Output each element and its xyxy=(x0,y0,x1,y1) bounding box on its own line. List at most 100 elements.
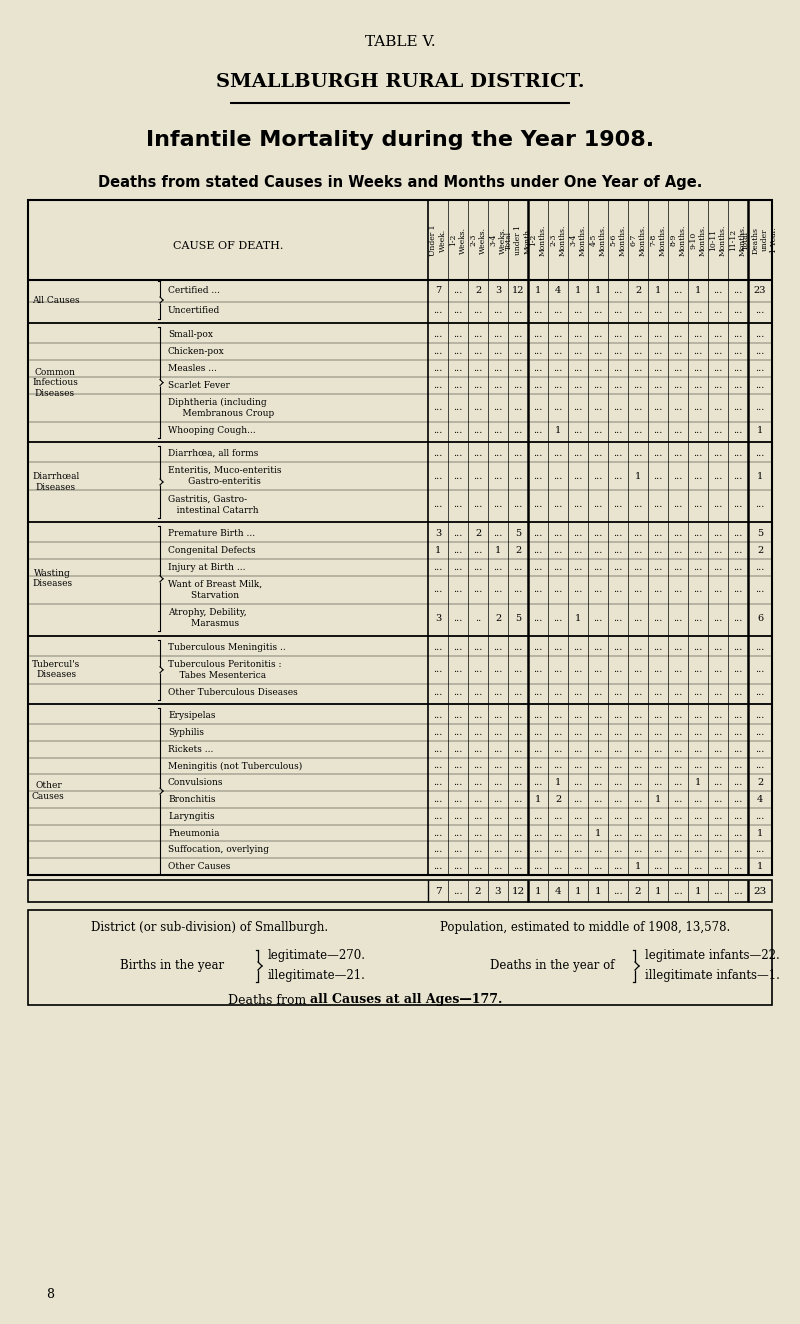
Text: illegitimate—21.: illegitimate—21. xyxy=(268,969,366,982)
Text: ...: ... xyxy=(654,829,662,838)
Text: 3: 3 xyxy=(495,286,501,295)
Text: 2: 2 xyxy=(475,530,481,538)
Text: ...: ... xyxy=(755,711,765,720)
Text: ...: ... xyxy=(574,688,582,696)
Text: 1: 1 xyxy=(574,887,582,895)
Text: Injury at Birth ...: Injury at Birth ... xyxy=(168,563,246,572)
Text: District (or sub-division) of Smallburgh.: District (or sub-division) of Smallburgh… xyxy=(91,922,329,935)
Text: ...: ... xyxy=(574,744,582,753)
Text: ...: ... xyxy=(554,862,562,871)
Text: ...: ... xyxy=(554,545,562,555)
Text: ...: ... xyxy=(755,449,765,458)
Text: Suffocation, overlying: Suffocation, overlying xyxy=(168,845,269,854)
Text: Diarrhœa, all forms: Diarrhœa, all forms xyxy=(168,449,258,458)
Text: ...: ... xyxy=(554,364,562,373)
Text: Deaths in the year of: Deaths in the year of xyxy=(490,960,614,973)
Text: Premature Birth ...: Premature Birth ... xyxy=(168,530,255,538)
Text: ...: ... xyxy=(714,563,722,572)
Text: ...: ... xyxy=(434,862,442,871)
Text: Erysipelas: Erysipelas xyxy=(168,711,215,720)
Text: Whooping Cough...: Whooping Cough... xyxy=(168,426,256,434)
Text: 8-9
Months.: 8-9 Months. xyxy=(670,224,686,256)
Text: ...: ... xyxy=(654,862,662,871)
Text: Births in the year: Births in the year xyxy=(120,960,224,973)
Text: 4: 4 xyxy=(554,887,562,895)
Text: ...: ... xyxy=(554,585,562,594)
Text: ...: ... xyxy=(654,744,662,753)
Text: ...: ... xyxy=(594,728,602,737)
Text: ...: ... xyxy=(734,404,742,412)
Text: ...: ... xyxy=(674,286,682,295)
Text: ...: ... xyxy=(594,530,602,538)
Text: ...: ... xyxy=(694,364,702,373)
Text: ...: ... xyxy=(694,404,702,412)
Text: ...: ... xyxy=(755,364,765,373)
Text: 1-2
Weeks.: 1-2 Weeks. xyxy=(450,226,466,253)
Text: ...: ... xyxy=(474,426,482,434)
Text: ...: ... xyxy=(534,728,542,737)
Text: ...: ... xyxy=(594,585,602,594)
Text: ...: ... xyxy=(594,688,602,696)
Text: ...: ... xyxy=(574,306,582,315)
Text: ...: ... xyxy=(654,845,662,854)
Text: ...: ... xyxy=(494,665,502,674)
Text: ...: ... xyxy=(734,347,742,356)
Text: ...: ... xyxy=(514,711,522,720)
Text: Bronchitis: Bronchitis xyxy=(168,794,215,804)
Text: ...: ... xyxy=(474,779,482,788)
Text: ...: ... xyxy=(454,331,462,339)
Text: ...: ... xyxy=(574,711,582,720)
Text: Gastritis, Gastro-
   intestinal Catarrh: Gastritis, Gastro- intestinal Catarrh xyxy=(168,494,258,515)
Text: TABLE V.: TABLE V. xyxy=(365,34,435,49)
Text: ...: ... xyxy=(594,500,602,508)
Text: ...: ... xyxy=(434,812,442,821)
Text: ...: ... xyxy=(434,829,442,838)
Text: ...: ... xyxy=(494,585,502,594)
Text: ...: ... xyxy=(614,563,622,572)
Text: ...: ... xyxy=(474,829,482,838)
Text: ...: ... xyxy=(474,812,482,821)
Text: ...: ... xyxy=(734,829,742,838)
Text: ...: ... xyxy=(454,306,462,315)
Text: ...: ... xyxy=(634,711,642,720)
Text: ...: ... xyxy=(514,585,522,594)
Text: ...: ... xyxy=(654,761,662,771)
Text: ...: ... xyxy=(634,426,642,434)
Text: ...: ... xyxy=(454,563,462,572)
Text: Tuberculous Peritonitis :
    Tabes Mesenterica: Tuberculous Peritonitis : Tabes Mesenter… xyxy=(168,659,282,681)
Text: 12: 12 xyxy=(512,286,524,295)
Text: Tuberculous Meningitis ..: Tuberculous Meningitis .. xyxy=(168,642,286,651)
Text: ...: ... xyxy=(714,665,722,674)
Text: ...: ... xyxy=(474,364,482,373)
Text: ...: ... xyxy=(634,688,642,696)
Text: ...: ... xyxy=(714,794,722,804)
Text: ...: ... xyxy=(694,530,702,538)
Text: ...: ... xyxy=(714,688,722,696)
Text: ...: ... xyxy=(613,887,623,895)
Text: ...: ... xyxy=(494,381,502,389)
Text: ...: ... xyxy=(454,688,462,696)
Text: ...: ... xyxy=(674,585,682,594)
Text: ...: ... xyxy=(694,688,702,696)
Text: ...: ... xyxy=(634,744,642,753)
Text: ...: ... xyxy=(734,306,742,315)
Bar xyxy=(28,880,772,902)
Text: ...: ... xyxy=(594,794,602,804)
Text: ...: ... xyxy=(654,530,662,538)
Text: ...: ... xyxy=(494,530,502,538)
Text: ...: ... xyxy=(674,812,682,821)
Text: ...: ... xyxy=(514,347,522,356)
Text: ...: ... xyxy=(454,812,462,821)
Text: legitimate infants—22.: legitimate infants—22. xyxy=(645,949,780,963)
Text: ...: ... xyxy=(554,711,562,720)
Text: Want of Breast Milk,
        Starvation: Want of Breast Milk, Starvation xyxy=(168,580,262,600)
Text: ...: ... xyxy=(714,613,722,622)
Text: ...: ... xyxy=(434,711,442,720)
Text: ...: ... xyxy=(434,688,442,696)
Text: ...: ... xyxy=(714,306,722,315)
Text: ...: ... xyxy=(554,688,562,696)
Text: ...: ... xyxy=(755,306,765,315)
Text: ...: ... xyxy=(434,306,442,315)
Text: ...: ... xyxy=(454,728,462,737)
Text: ...: ... xyxy=(634,364,642,373)
